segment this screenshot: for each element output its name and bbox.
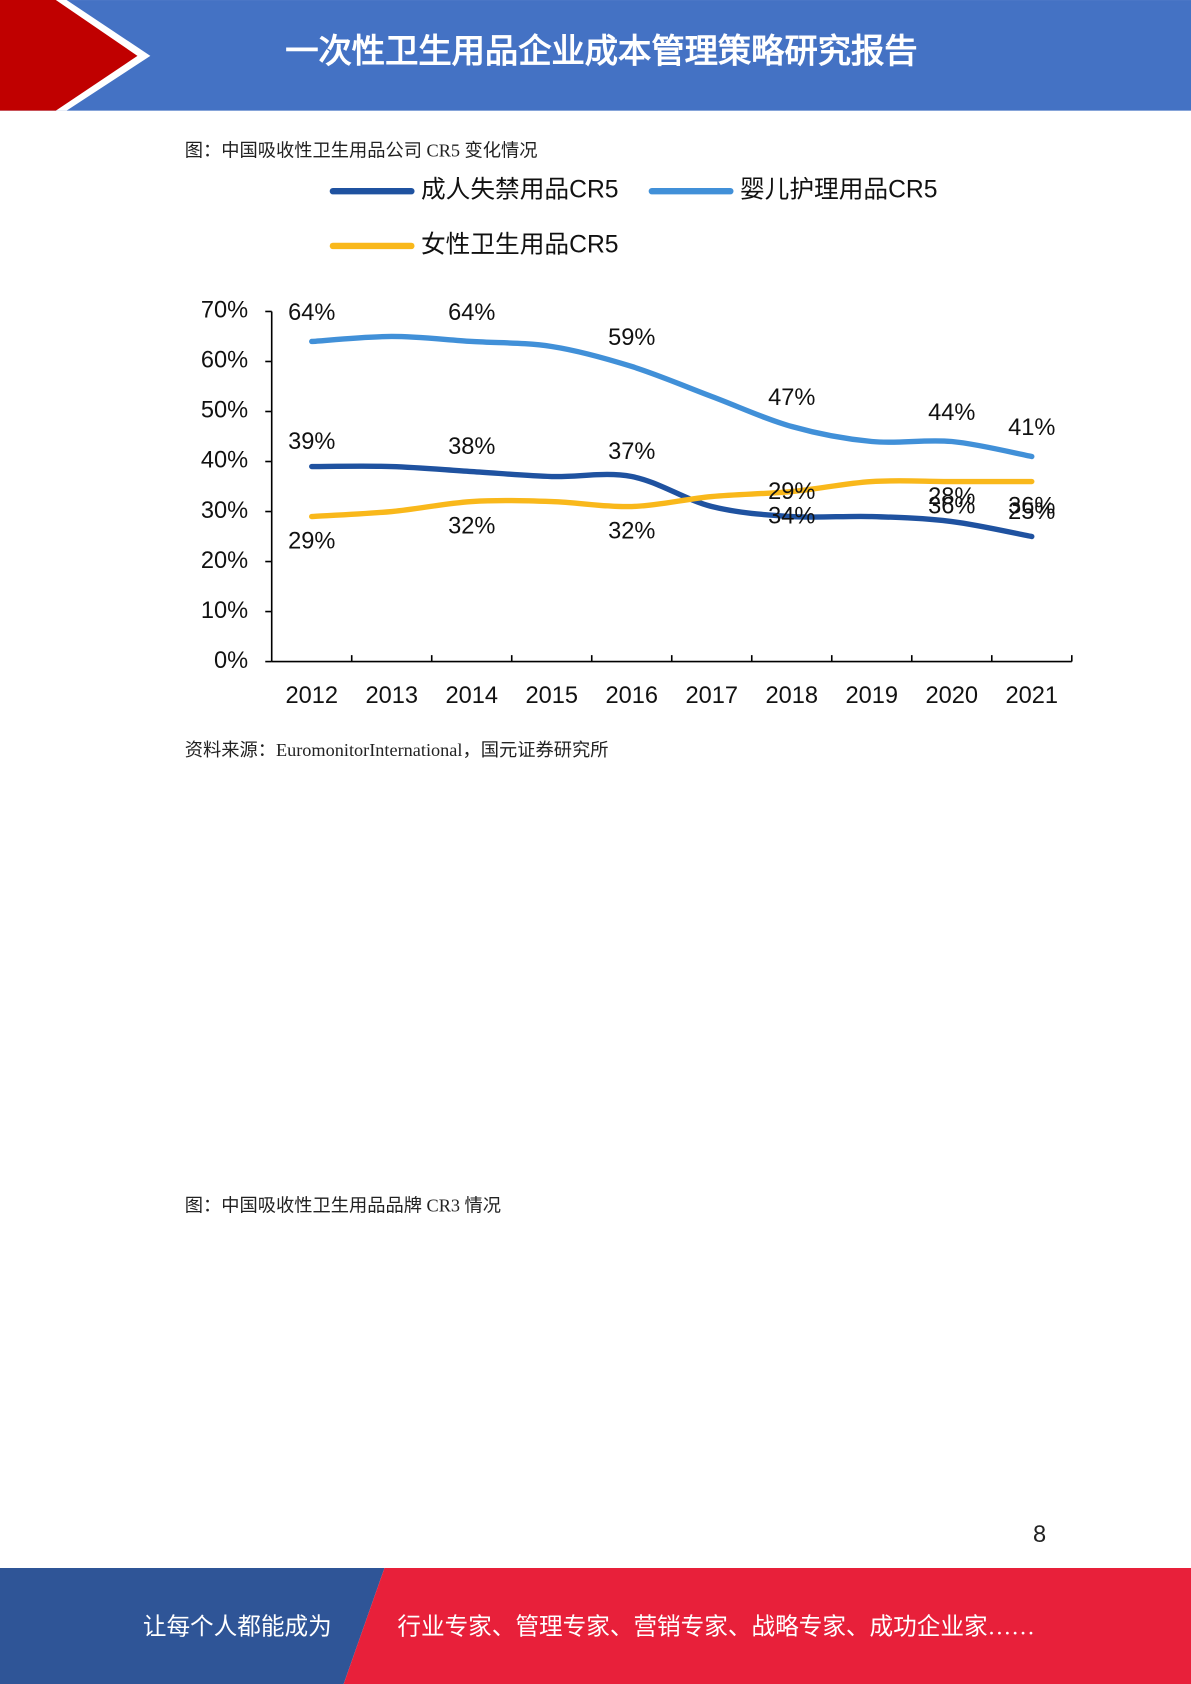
data-label: 38%	[448, 434, 495, 460]
data-label: 32%	[608, 519, 655, 545]
header-bar	[0, 0, 1191, 111]
figure-source: 资料来源：EuromonitorInternational，国元证券研究所	[185, 740, 609, 760]
data-label: 59%	[608, 325, 655, 351]
legend-label: 女性卫生用品CR5	[421, 230, 619, 258]
data-label: 25%	[1008, 499, 1055, 525]
series-line	[309, 478, 1035, 520]
chart: 0% 10% 20% 30% 40% 50% 60% 70% 2012 2013 2014 2015 2…	[201, 176, 1073, 709]
x-tick-label: 2020	[926, 683, 979, 709]
data-label: 64%	[288, 300, 335, 326]
footer-left-text: 让每个人都能成为	[143, 1614, 332, 1641]
data-label: 47%	[768, 385, 815, 411]
legend-label: 成人失禁用品CR5	[421, 176, 619, 204]
x-tick-label: 2017	[685, 683, 738, 709]
y-tick-label: 40%	[201, 448, 248, 474]
x-tick-label: 2015	[525, 683, 578, 709]
header-title: 一次性卫生用品企业成本管理策略研究报告	[285, 33, 917, 71]
data-label: 64%	[448, 300, 495, 326]
legend-label: 婴儿护理用品CR5	[740, 176, 938, 204]
series-line	[309, 463, 1035, 540]
x-tick-label: 2021	[1006, 683, 1059, 709]
data-label: 29%	[288, 529, 335, 555]
data-label: 39%	[288, 429, 335, 455]
figure-caption: 图：中国吸收性卫生用品品牌 CR3 情况	[185, 1195, 501, 1215]
page-number: 8	[1033, 1522, 1046, 1548]
series-line	[309, 333, 1035, 460]
data-label: 36%	[928, 494, 975, 520]
data-label: 28%	[928, 484, 975, 510]
y-tick-label: 70%	[201, 298, 248, 324]
y-tick-label: 20%	[201, 548, 248, 574]
y-tick-label: 60%	[201, 348, 248, 374]
data-label: 41%	[1008, 415, 1055, 441]
x-tick-label: 2012	[285, 683, 338, 709]
data-label: 29%	[768, 479, 815, 505]
footer-right-band	[343, 1567, 1191, 1684]
data-label: 34%	[768, 504, 815, 530]
x-tick-label: 2013	[365, 683, 418, 709]
data-label: 44%	[928, 400, 975, 426]
data-label: 32%	[448, 514, 495, 540]
y-tick-label: 10%	[201, 598, 248, 624]
x-tick-label: 2014	[445, 683, 498, 709]
header-chevron	[0, 0, 138, 111]
x-tick-label: 2019	[846, 683, 899, 709]
x-tick-label: 2016	[605, 683, 658, 709]
y-tick-label: 0%	[214, 648, 248, 674]
y-tick-label: 30%	[201, 498, 248, 524]
data-label: 36%	[1008, 494, 1055, 520]
footer-right-text: 行业专家、管理专家、营销专家、战略专家、成功企业家……	[397, 1614, 1034, 1641]
figure-caption: 图：中国吸收性卫生用品公司 CR5 变化情况	[185, 141, 538, 161]
x-tick-label: 2018	[765, 683, 818, 709]
footer-left-band	[0, 1567, 385, 1684]
y-tick-label: 50%	[201, 398, 248, 424]
data-label: 37%	[608, 439, 655, 465]
